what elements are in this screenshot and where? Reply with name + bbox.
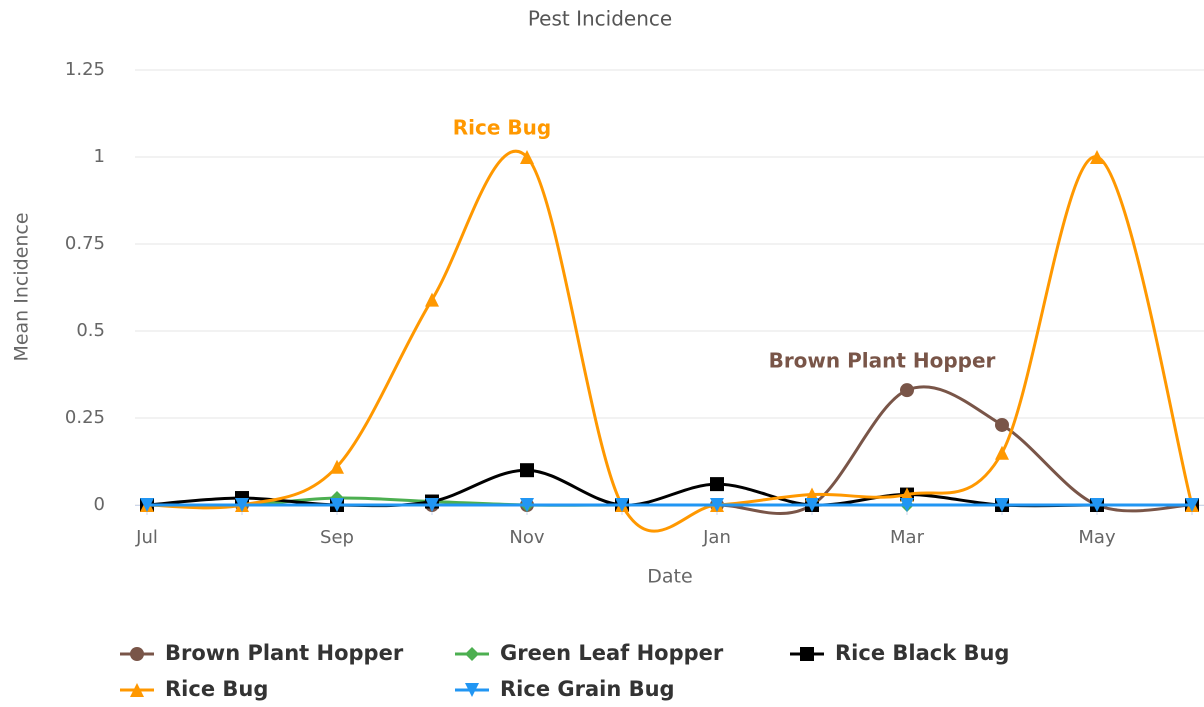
series — [140, 498, 1199, 512]
marker — [1090, 498, 1104, 512]
marker — [900, 383, 914, 398]
marker — [520, 150, 534, 164]
x-tick-label: Nov — [509, 527, 544, 548]
marker — [235, 498, 249, 512]
marker — [900, 498, 914, 512]
legend-label: Rice Black Bug — [835, 641, 1009, 665]
marker — [425, 292, 439, 307]
marker — [330, 459, 344, 474]
marker — [995, 498, 1009, 512]
legend-item: Brown Plant Hopper — [120, 641, 404, 665]
marker — [465, 683, 479, 697]
marker — [140, 498, 154, 512]
marker — [330, 498, 344, 512]
x-tick-label: Sep — [320, 527, 354, 548]
marker — [130, 683, 144, 697]
legend-label: Green Leaf Hopper — [500, 641, 724, 665]
marker — [465, 647, 479, 661]
series-line — [146, 149, 1194, 533]
legend-item: Rice Grain Bug — [455, 677, 675, 701]
y-tick-label: 0 — [94, 494, 105, 515]
x-tick-label: Jul — [135, 527, 158, 548]
marker — [520, 498, 534, 512]
y-axis-label: Mean Incidence — [11, 212, 33, 361]
marker — [1090, 150, 1104, 164]
legend-item: Green Leaf Hopper — [455, 641, 724, 665]
x-tick-label: May — [1078, 527, 1116, 548]
marker — [710, 498, 724, 512]
marker — [710, 477, 724, 492]
x-tick-label: Jan — [702, 527, 731, 548]
y-tick-label: 0.25 — [65, 407, 105, 428]
legend-label: Brown Plant Hopper — [165, 641, 404, 665]
marker — [520, 463, 534, 478]
series — [140, 149, 1199, 533]
marker — [615, 498, 629, 512]
legend-label: Rice Grain Bug — [500, 677, 675, 701]
legend-item: Rice Black Bug — [790, 641, 1009, 665]
marker — [1185, 498, 1199, 512]
x-axis-label: Date — [647, 566, 692, 588]
marker — [995, 417, 1009, 432]
legend-item: Rice Bug — [120, 677, 268, 701]
y-tick-label: 0.75 — [65, 233, 105, 254]
marker — [800, 647, 814, 661]
marker — [805, 498, 819, 512]
y-tick-label: 1 — [94, 146, 105, 167]
marker — [130, 647, 144, 661]
annotation: Brown Plant Hopper — [769, 349, 996, 373]
marker — [995, 445, 1009, 460]
y-tick-label: 0.5 — [76, 320, 105, 341]
chart-title: Pest Incidence — [528, 7, 672, 31]
marker — [425, 498, 439, 512]
legend-label: Rice Bug — [165, 677, 268, 701]
annotation: Rice Bug — [453, 116, 551, 140]
y-tick-label: 1.25 — [65, 59, 105, 80]
x-tick-label: Mar — [890, 527, 925, 548]
